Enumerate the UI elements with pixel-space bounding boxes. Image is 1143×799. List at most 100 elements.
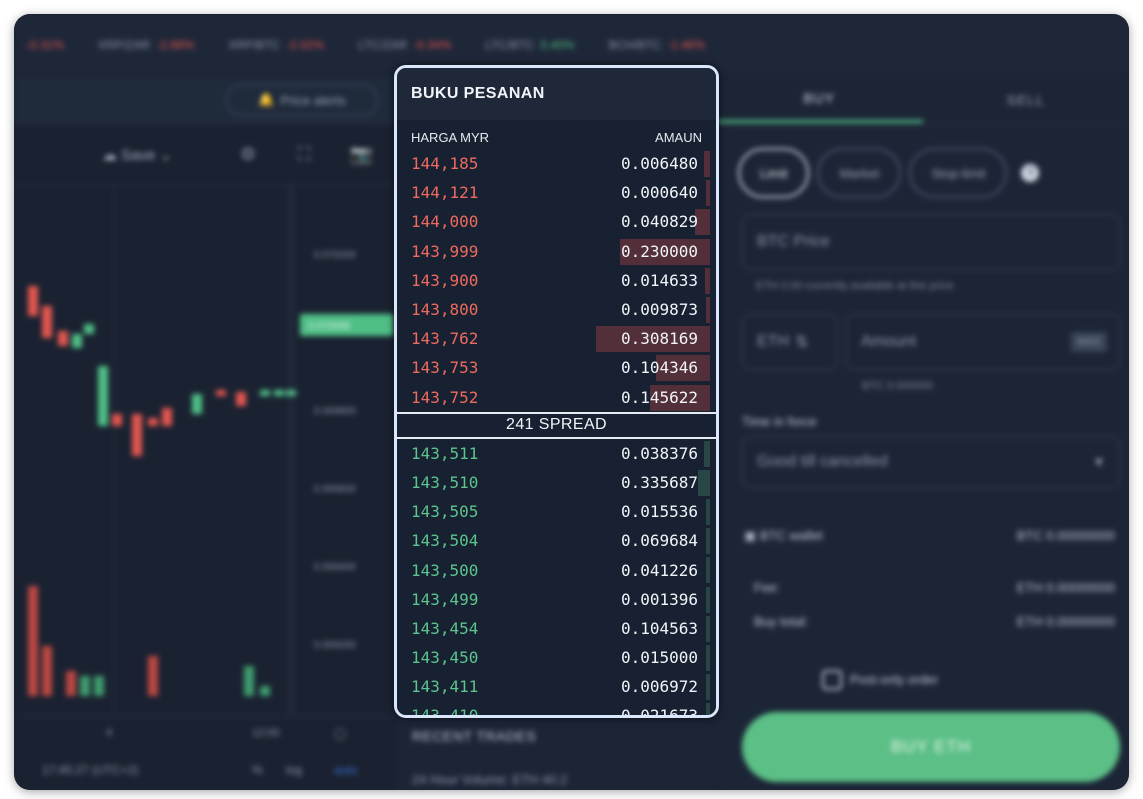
bid-price: 143,411	[411, 677, 479, 697]
amount-input[interactable]: Amount MAX	[846, 314, 1120, 370]
candle	[98, 366, 108, 426]
currency-toggle[interactable]: ETH ⇅	[742, 314, 838, 370]
ticker-item[interactable]: LTC/BTC 0.40%	[485, 38, 574, 52]
ticker-item[interactable]: LTC/ZAR -0.34%	[358, 38, 451, 52]
bid-row[interactable]: 143,504 0.069684	[397, 526, 716, 556]
bid-row[interactable]: 143,450 0.015000	[397, 643, 716, 673]
candle	[192, 394, 202, 414]
ask-price: 144,121	[411, 183, 479, 203]
ask-amount: 0.145622	[620, 387, 698, 407]
bid-row[interactable]: 143,511 0.038376	[397, 438, 716, 468]
save-button[interactable]: ☁ Save ⌄	[102, 146, 172, 164]
ticker-change: -0.34%	[413, 38, 452, 52]
ask-amount: 0.040829	[620, 212, 698, 232]
candle	[162, 408, 172, 426]
depth-bar	[650, 384, 710, 411]
depth-bar	[706, 703, 710, 715]
candle	[42, 306, 52, 338]
save-label: Save	[121, 147, 156, 164]
bid-list: 143,511 0.038376 143,510 0.335687 143,505 0.0…	[397, 438, 716, 715]
depth-bar	[704, 151, 710, 177]
bid-amount: 0.104563	[620, 618, 698, 638]
depth-bar	[706, 296, 710, 323]
bell-icon: 🔔	[258, 92, 275, 107]
ask-price: 143,800	[411, 300, 479, 320]
ask-row[interactable]: 143,762 0.308169	[397, 324, 716, 354]
time-in-force-select[interactable]: Good till cancelled ▾	[742, 436, 1120, 488]
ticker-pair: LTC/ZAR	[358, 38, 408, 52]
percent-toggle[interactable]: %	[252, 763, 263, 777]
bid-price: 143,410	[411, 706, 478, 715]
price-input[interactable]: BTC Price	[742, 214, 1120, 270]
chart-top-bar: 🔔 Price alerts	[14, 76, 396, 124]
bid-row[interactable]: 143,510 0.335687	[397, 467, 716, 498]
bid-amount: 0.038376	[620, 443, 698, 463]
ticker-change: -0.31%	[26, 38, 65, 52]
auto-toggle[interactable]: auto	[334, 763, 358, 777]
chart-time: 17:45:27 (UTC+2)	[42, 763, 139, 777]
depth-bar	[706, 557, 710, 584]
ask-row[interactable]: 143,999 0.230000	[397, 236, 716, 266]
depth-bar	[620, 238, 710, 265]
ticker-item[interactable]: XRP/BTC -2.02%	[228, 38, 324, 52]
bid-row[interactable]: 143,500 0.041226	[397, 555, 716, 585]
price-alerts-label: Price alerts	[280, 92, 346, 108]
ask-amount: 0.006480	[620, 154, 698, 174]
ticker-item[interactable]: -0.31%	[20, 38, 64, 52]
depth-bar	[705, 267, 710, 294]
chart-footer: 4 12:00 ◯ 17:45:27 (UTC+2) % log auto	[14, 716, 396, 790]
bid-amount: 0.006972	[620, 677, 698, 697]
ask-amount: 0.230000	[620, 241, 698, 261]
spread-indicator: 241 SPREAD	[397, 411, 716, 439]
ask-price: 144,185	[411, 154, 479, 174]
ticker-pair: XRP/ZAR	[98, 38, 151, 52]
order-book-panel: BUKU PESANAN HARGA MYR AMAUN 144,185 0.00…	[394, 65, 719, 718]
bid-row[interactable]: 143,410 0.021673	[397, 701, 716, 715]
clock-icon[interactable]: ◯	[334, 728, 347, 740]
depth-bar	[698, 469, 710, 496]
price-alerts-button[interactable]: 🔔 Price alerts	[226, 84, 378, 116]
candlestick-chart[interactable]: 0.070200 0.069800 0.069600 0.069400 0.069200…	[14, 186, 396, 716]
price-column-header: HARGA MYR	[411, 130, 490, 145]
ask-amount: 0.308169	[620, 329, 698, 349]
ticker-item[interactable]: XRP/ZAR -2.88%	[98, 38, 194, 52]
ask-row[interactable]: 143,752 0.145622	[397, 382, 716, 412]
wallet-value: BTC 0.00000000	[1016, 528, 1115, 543]
camera-icon[interactable]: 📷	[350, 144, 373, 164]
order-type-stop-limit[interactable]: Stop-limit	[909, 148, 1008, 198]
post-only-checkbox[interactable]	[822, 670, 842, 690]
order-type-market[interactable]: Market	[817, 148, 902, 198]
ticker-pair: LTC/BTC	[485, 38, 535, 52]
tab-buy[interactable]: BUY	[716, 76, 923, 123]
buy-total-label: Buy total:	[754, 614, 809, 629]
fullscreen-icon[interactable]: ⛶	[298, 144, 311, 164]
wallet-label-text: BTC wallet	[759, 528, 823, 543]
ask-row[interactable]: 143,900 0.014633	[397, 265, 716, 295]
ask-row[interactable]: 144,121 0.000640	[397, 178, 716, 208]
bid-row[interactable]: 143,505 0.015536	[397, 497, 716, 527]
volume-bar	[260, 686, 270, 696]
help-icon[interactable]: ?	[1021, 164, 1040, 182]
ask-row[interactable]: 144,185 0.006480	[397, 149, 716, 179]
ticker-item[interactable]: BCH/BTC -1.46%	[608, 38, 705, 52]
y-axis-label: 0.069400	[314, 562, 356, 573]
bid-row[interactable]: 143,499 0.001396	[397, 584, 716, 614]
tab-sell[interactable]: SELL	[1006, 91, 1045, 108]
bid-price: 143,450	[411, 648, 479, 668]
max-button[interactable]: MAX	[1071, 332, 1107, 352]
bid-amount: 0.015000	[620, 648, 698, 668]
trade-tabs: BUY SELL	[716, 76, 1129, 124]
gear-icon[interactable]: ⚙	[240, 144, 257, 164]
order-type-limit[interactable]: Limit	[738, 148, 810, 198]
bid-row[interactable]: 143,411 0.006972	[397, 672, 716, 702]
ask-row[interactable]: 143,800 0.009873	[397, 294, 716, 325]
log-toggle[interactable]: log	[286, 763, 303, 777]
bid-row[interactable]: 143,454 0.104563	[397, 613, 716, 643]
ask-amount: 0.014633	[620, 270, 698, 290]
ticker-change: -2.88%	[156, 38, 195, 52]
ask-row[interactable]: 143,753 0.104346	[397, 353, 716, 383]
ask-price: 143,762	[411, 329, 479, 349]
buy-eth-button[interactable]: BUY ETH	[742, 712, 1120, 782]
amount-column-header: AMAUN	[655, 130, 702, 145]
ask-row[interactable]: 144,000 0.040829	[397, 207, 716, 237]
